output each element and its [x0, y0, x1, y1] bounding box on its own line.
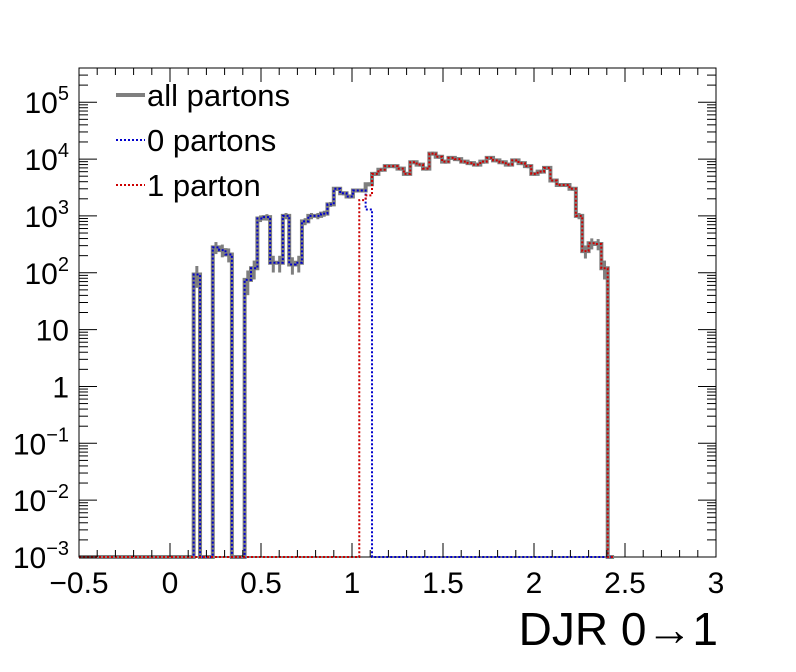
y-tick-label: 10−3 — [13, 538, 69, 575]
y-tick-label: 10−2 — [13, 481, 69, 518]
histogram-series-layer — [79, 151, 615, 559]
x-tick-label: 2.5 — [604, 567, 646, 600]
x-axis-title: DJR 0→1 — [519, 603, 718, 655]
legend-label: 0 partons — [147, 123, 276, 158]
y-tick-label: 1 — [52, 371, 69, 404]
y-tick-label: 105 — [25, 83, 70, 120]
y-tick-label: 102 — [25, 254, 70, 291]
y-tick-label: 103 — [25, 197, 70, 234]
series-line — [79, 152, 615, 558]
series-0-partons — [79, 187, 615, 558]
x-tick-label: −0.5 — [49, 567, 108, 600]
x-tick-label: 0.5 — [240, 567, 282, 600]
legend-label: all partons — [147, 78, 290, 113]
series-line — [79, 187, 615, 558]
series-all-partons — [79, 151, 615, 559]
x-tick-label: 1.5 — [422, 567, 464, 600]
x-tick-label: 2 — [526, 567, 543, 600]
legend: all partons 0 partons 1 parton — [116, 78, 290, 203]
legend-label: 1 parton — [147, 168, 261, 203]
x-tick-label: 1 — [344, 567, 361, 600]
x-axis-ticks: −0.5 0 0.5 1 1.5 2 2.5 3 — [49, 68, 724, 600]
y-axis-ticks: 10−3 10−2 10−1 1 10 102 103 104 105 — [13, 67, 716, 575]
y-tick-label: 10−1 — [13, 424, 69, 461]
x-tick-label: 0 — [162, 567, 179, 600]
y-tick-label: 104 — [25, 140, 70, 177]
series-line — [79, 151, 615, 559]
x-tick-label: 3 — [708, 567, 725, 600]
series-1-parton — [79, 152, 615, 558]
y-tick-label: 10 — [36, 315, 69, 348]
